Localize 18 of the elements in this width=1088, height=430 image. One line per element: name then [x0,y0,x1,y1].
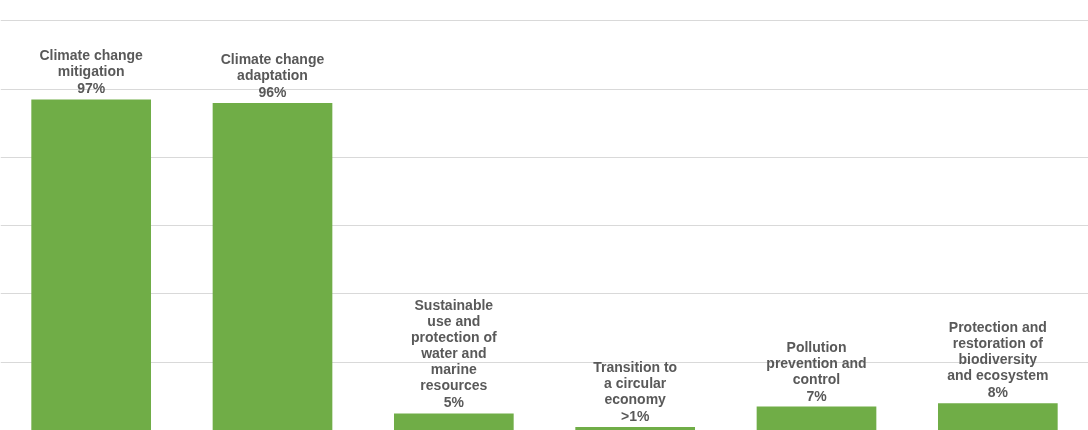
data-label: >1% [620,408,650,425]
data-label: 96% [258,83,288,100]
x-tick-label: Pollution prevention and control [766,338,867,387]
x-tick-label: Transition to a circular economy [593,359,678,408]
x-tick-label: Sustainable use and protection of water and marine resources [411,297,497,394]
x-tick-label: Climate change adaptation [220,50,325,83]
bar [393,413,514,430]
bar [937,403,1058,430]
data-label: 7% [806,387,828,404]
data-label: 8% [987,384,1009,401]
bar [212,102,333,430]
bar [575,427,696,430]
data-label: 5% [443,394,465,411]
bar [756,406,877,430]
x-tick-label: Protection and restoration of biodiversity and ecosystem [947,319,1049,384]
x-tick-label: Climate change mitigation [39,47,144,80]
data-label: 97% [77,80,106,97]
bar [31,99,152,430]
